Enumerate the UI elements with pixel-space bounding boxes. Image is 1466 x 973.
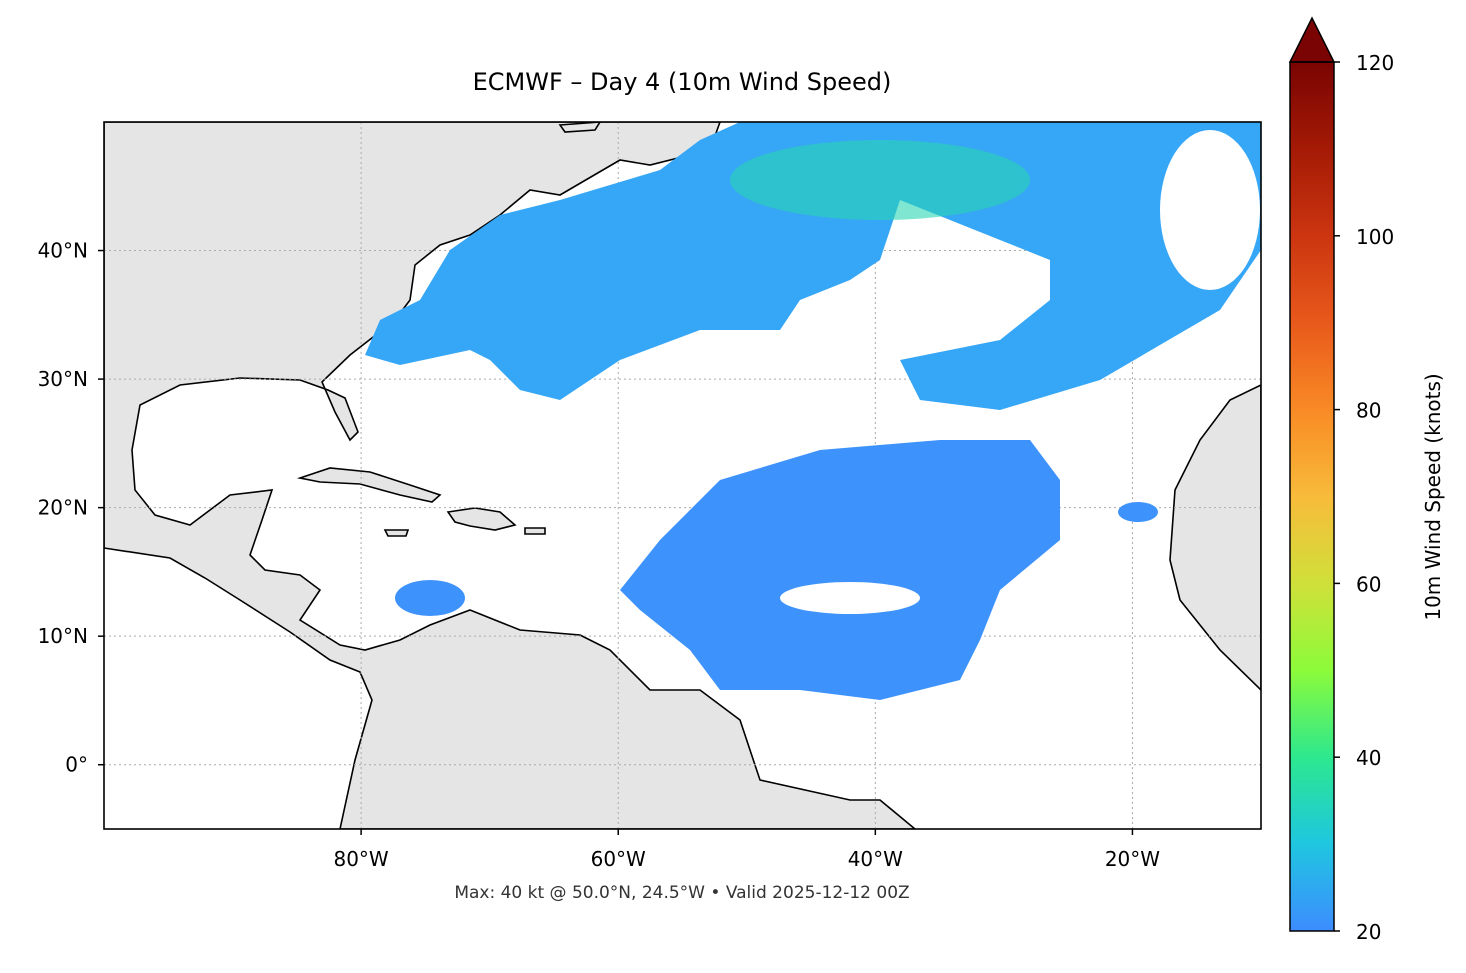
cuba — [296, 467, 442, 503]
map — [104, 122, 1261, 829]
colorbar-extend — [1288, 16, 1336, 63]
colorbar-label: 10m Wind Speed (knots) — [1421, 373, 1445, 620]
x-tick-label: 80°W — [333, 847, 388, 871]
land — [104, 122, 1261, 829]
wind-field — [365, 122, 1261, 700]
wind-area — [395, 580, 465, 616]
colorbar-tick-label: 40 — [1356, 746, 1381, 770]
jamaica — [383, 529, 410, 537]
y-tick-label: 0° — [65, 753, 88, 777]
colorbar-tick-label: 120 — [1356, 51, 1394, 75]
colorbar-tick-label: 20 — [1356, 920, 1381, 944]
x-tick-label: 60°W — [591, 847, 646, 871]
y-tick-label: 40°N — [38, 239, 88, 263]
americas — [104, 122, 917, 829]
wind-area — [620, 440, 1060, 700]
wind-area — [365, 122, 1261, 410]
puerto-rico — [524, 527, 546, 535]
hispaniola — [446, 507, 517, 531]
y-tick-label: 10°N — [38, 624, 88, 648]
x-tick-label: 20°W — [1105, 847, 1160, 871]
colorbar — [1290, 62, 1334, 931]
africa — [1169, 384, 1261, 692]
calm-area — [780, 582, 920, 614]
wind-core — [730, 140, 1030, 220]
y-tick-label: 30°N — [38, 367, 88, 391]
newfoundland — [558, 122, 601, 133]
wind-area — [1118, 502, 1158, 522]
calm-area — [1160, 130, 1260, 290]
map-frame — [103, 121, 1262, 830]
colorbar-tick-label: 60 — [1356, 572, 1381, 596]
chart-title: ECMWF – Day 4 (10m Wind Speed) — [473, 68, 892, 96]
footer: Max: 40 kt @ 50.0°N, 24.5°W • Valid 2025… — [454, 883, 909, 903]
colorbar-frame — [1289, 61, 1335, 932]
colorbar-tick-label: 80 — [1356, 399, 1381, 423]
x-tick-label: 40°W — [848, 847, 903, 871]
y-tick-label: 20°N — [38, 496, 88, 520]
colorbar-tick-label: 100 — [1356, 225, 1394, 249]
